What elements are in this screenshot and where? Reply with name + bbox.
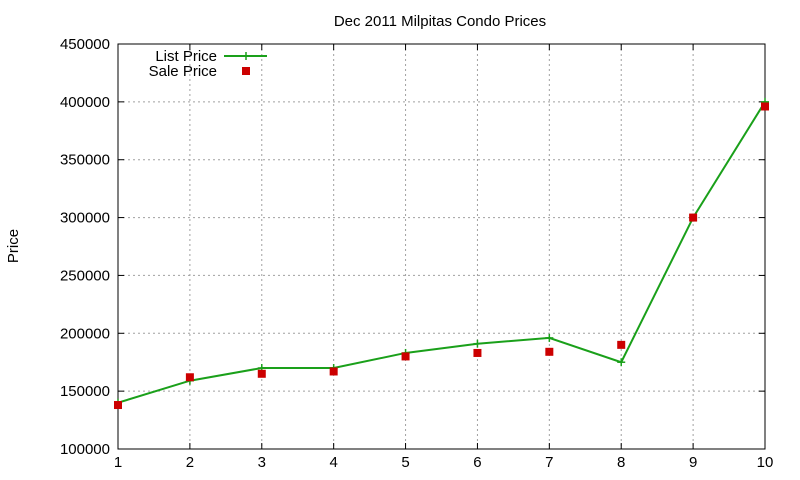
series — [114, 97, 769, 410]
list-price-marker — [545, 333, 554, 342]
sale-price-point — [473, 348, 482, 357]
legend-label-sale-price: Sale Price — [149, 63, 217, 80]
sale-price-point — [617, 340, 626, 349]
sale-price-point — [257, 369, 266, 378]
x-tick-label: 10 — [757, 454, 774, 471]
x-tick-label: 6 — [473, 454, 481, 471]
axis-ticks: 1 2 3 4 5 6 7 8 9 10 100000 150000 200000 250000 30000… — [60, 36, 773, 471]
sale-price-point — [329, 367, 338, 376]
sale-price-point — [545, 347, 554, 356]
sale-price-point — [114, 401, 122, 410]
y-tick-label: 350000 — [60, 152, 110, 169]
sale-price-point — [185, 373, 194, 382]
y-tick-label: 450000 — [60, 36, 110, 53]
y-tick-label: 150000 — [60, 383, 110, 400]
y-tick-label: 100000 — [60, 441, 110, 458]
sale-price-point — [401, 352, 410, 361]
y-tick-label: 300000 — [60, 210, 110, 227]
x-tick-label: 8 — [617, 454, 625, 471]
list-price-marker — [473, 339, 482, 348]
chart-title: Dec 2011 Milpitas Condo Prices — [334, 13, 546, 30]
sale-price-point — [761, 102, 769, 111]
list-price-line — [117, 101, 766, 404]
legend-label-list-price: List Price — [155, 48, 217, 65]
y-axis-label: Price — [5, 229, 22, 263]
y-tick-label: 250000 — [60, 267, 110, 284]
plot-frame — [117, 43, 766, 450]
x-tick-label: 7 — [545, 454, 553, 471]
sale-price-point — [689, 213, 698, 222]
legend-swatch-sale-price — [242, 67, 250, 75]
x-tick-label: 3 — [258, 454, 266, 471]
x-tick-label: 9 — [689, 454, 697, 471]
y-tick-label: 200000 — [60, 325, 110, 342]
list-price-marker — [617, 358, 626, 367]
x-tick-label: 5 — [401, 454, 409, 471]
x-tick-label: 4 — [329, 454, 337, 471]
legend-marker-list-price — [242, 52, 250, 60]
x-tick-label: 2 — [186, 454, 194, 471]
x-tick-label: 1 — [114, 454, 122, 471]
y-tick-label: 400000 — [60, 94, 110, 111]
